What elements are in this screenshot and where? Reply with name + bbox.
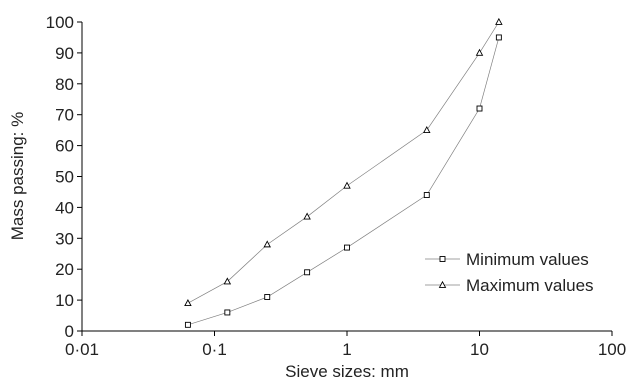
legend-marker [438,280,447,288]
legend-label: Maximum values [466,276,594,295]
y-tick-label: 80 [55,75,74,94]
y-tick-label: 40 [55,198,74,217]
x-tick-label: 0·1 [202,340,227,359]
legend-item: Maximum values [425,276,594,295]
y-tick-label: 50 [55,168,74,187]
data-point [495,34,502,41]
series-minimum [184,34,502,328]
data-point [223,277,232,285]
data-point [343,181,351,189]
x-tick-label: 0·01 [65,340,99,359]
data-point [344,244,350,251]
y-tick-label: 0 [65,322,74,341]
y-tick-label: 30 [55,229,74,248]
series-layer [184,17,503,328]
y-tick-label: 60 [55,137,74,156]
series-line [187,37,500,326]
data-point [475,48,484,56]
data-point [184,299,192,307]
data-point [303,212,311,220]
data-point [264,294,271,300]
data-point [304,269,311,276]
data-point [423,192,430,198]
x-tick-label: 10 [470,340,489,359]
legend: Minimum values Maximum values [425,250,594,295]
legend-marker [439,256,446,262]
data-point [476,105,483,112]
x-axis-title: Sieve sizes: mm [285,362,409,381]
series-line [187,21,500,304]
y-tick-label: 10 [55,291,74,310]
series-maximum [184,17,503,307]
data-point [224,309,231,316]
y-tick-label: 90 [55,44,74,63]
x-ticks: 0·01 0·1 1 10 100 [65,331,626,359]
y-ticks: 0 10 20 30 40 50 60 70 80 90 100 [46,13,82,341]
legend-label: Minimum values [466,250,589,269]
data-point [184,321,191,328]
y-tick-label: 70 [55,106,74,125]
data-point [495,17,503,25]
data-point [263,240,271,248]
x-tick-label: 1 [342,340,351,359]
x-tick-label: 100 [598,340,626,359]
legend-item: Minimum values [425,250,589,269]
y-tick-label: 100 [46,13,74,32]
data-point [423,125,431,134]
y-axis-title: Mass passing: % [8,112,27,241]
y-tick-label: 20 [55,260,74,279]
